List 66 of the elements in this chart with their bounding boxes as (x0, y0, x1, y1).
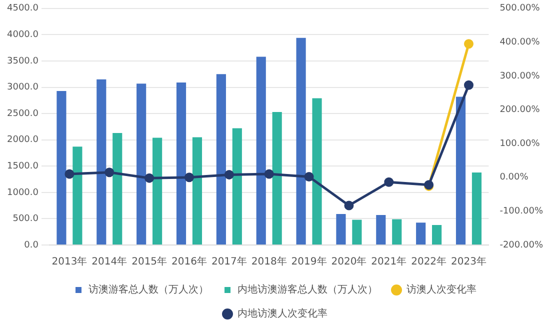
point (344, 200, 354, 210)
y-tick-label: 2500.0 (6, 108, 39, 119)
bar (456, 96, 466, 244)
x-tick-label: 2016年 (172, 256, 207, 268)
legend-label: 内地访澳游客总人数（万人次） (238, 284, 378, 296)
point (464, 39, 474, 49)
y-tick-label: 4000.0 (6, 30, 39, 40)
bar (272, 112, 282, 244)
y-tick-label: 3500.0 (6, 56, 39, 66)
bar (312, 98, 322, 244)
point (464, 80, 474, 90)
bar (232, 128, 242, 244)
point (384, 177, 394, 187)
bar (72, 146, 82, 244)
y2-tick-label: -200.00% (500, 240, 544, 250)
bar (432, 225, 442, 244)
x-tick-label: 2018年 (251, 256, 287, 268)
bar (416, 222, 426, 244)
legend-label: 访澳人次变化率 (406, 284, 476, 296)
y2-tick-label: 100.00% (500, 138, 540, 149)
bar (352, 220, 362, 244)
y2-tick-label: 500.00% (500, 4, 540, 14)
y-tick-label: 500.0 (12, 214, 39, 224)
point (264, 169, 274, 179)
x-tick-label: 2015年 (132, 256, 168, 268)
bar (136, 84, 146, 244)
point (64, 169, 74, 179)
point (184, 172, 194, 182)
legend-label: 访澳游客总人数（万人次） (88, 284, 208, 296)
x-tick-label: 2023年 (451, 256, 486, 268)
y-tick-label: 2000.0 (6, 135, 39, 146)
point (104, 168, 114, 178)
bar (296, 38, 306, 244)
bar (96, 79, 106, 244)
legend-label: 内地访澳人次变化率 (238, 308, 328, 320)
bar (56, 90, 66, 244)
y-tick-label: 3000.0 (6, 82, 39, 93)
bar (256, 56, 266, 244)
point (224, 170, 234, 180)
x-tick-label: 2014年 (92, 256, 128, 268)
x-tick-label: 2022年 (411, 256, 447, 268)
y2-tick-label: -100.00% (500, 206, 544, 217)
point (304, 172, 314, 182)
bar (376, 215, 386, 244)
y-tick-label: 1500.0 (6, 161, 39, 172)
bar (152, 138, 162, 244)
bar (392, 219, 402, 244)
y-tick-label: 0.0 (24, 240, 39, 250)
x-tick-label: 2020年 (331, 256, 367, 268)
x-tick-label: 2017年 (211, 256, 247, 268)
y-tick-label: 1000.0 (6, 188, 39, 198)
bar (176, 82, 186, 244)
x-tick-label: 2019年 (291, 256, 327, 268)
bar (336, 214, 346, 244)
bar (192, 137, 202, 244)
y2-tick-label: 200.00% (500, 105, 540, 116)
y2-tick-label: 300.00% (500, 71, 540, 82)
point (144, 173, 154, 183)
x-tick-label: 2021年 (371, 256, 407, 268)
y2-tick-label: 0.00% (500, 172, 529, 183)
bar (112, 133, 122, 244)
y2-tick-label: 400.00% (500, 38, 540, 48)
bar (216, 74, 226, 244)
bar (472, 172, 482, 244)
y-tick-label: 4500.0 (6, 4, 39, 14)
x-tick-label: 2013年 (52, 256, 88, 268)
